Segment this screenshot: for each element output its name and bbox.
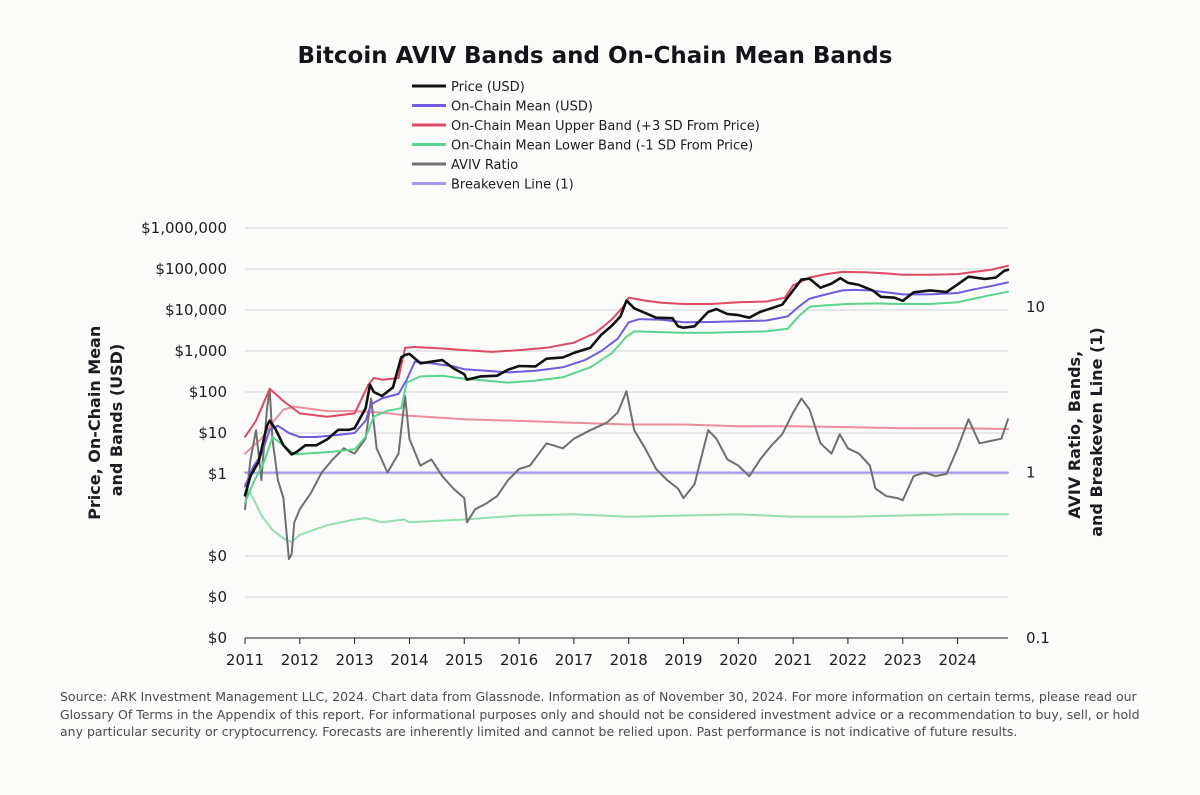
- gridlines: [245, 227, 1008, 639]
- series-line-lower: [244, 290, 1009, 504]
- legend-label-upper: On-Chain Mean Upper Band (+3 SD From Pri…: [451, 119, 760, 134]
- y-left-tick-label: $0: [208, 629, 227, 647]
- series-line-aviv-upper: [244, 405, 1009, 455]
- y-left-axis: $0 $0 $0 $1 $10 $100 $1,000 $10,000 $100,000 $1,0…: [141, 219, 227, 647]
- legend-label-mean: On-Chain Mean (USD): [451, 100, 593, 115]
- x-tick-label: 2024: [938, 651, 976, 669]
- y-left-tick-label: $1,000,000: [141, 219, 227, 237]
- y-right-axis-title: AVIV Ratio, Bands, and Breakeven Line (1…: [1065, 327, 1106, 537]
- y-left-tick-label: $0: [208, 588, 227, 606]
- x-axis: 2011 2012 2013 2014 2015 2016 2017 2018 2019 2020…: [226, 638, 977, 669]
- y-left-tick-label: $100: [189, 383, 227, 401]
- x-tick-label: 2022: [829, 651, 867, 669]
- y-left-tick-label: $1,000: [175, 342, 228, 360]
- legend: Price (USD) On-Chain Mean (USD) On-Chain M…: [412, 80, 760, 193]
- x-tick-label: 2021: [774, 651, 812, 669]
- x-tick-label: 2013: [336, 651, 374, 669]
- series-line-aviv: [244, 387, 1009, 560]
- y-right-tick-label: 1: [1026, 463, 1036, 481]
- y-left-tick-label: $1: [208, 465, 227, 483]
- x-tick-label: 2012: [281, 651, 319, 669]
- chart-title: Bitcoin AVIV Bands and On-Chain Mean Ban…: [298, 43, 893, 69]
- series-line-aviv-lower: [244, 483, 1009, 543]
- y-left-title-line-2: and Bands (USD): [107, 344, 126, 497]
- y-left-axis-title: Price, On-Chain Mean and Bands (USD): [85, 320, 126, 520]
- x-tick-label: 2017: [555, 651, 593, 669]
- series-line-upper: [244, 264, 1009, 438]
- y-left-tick-label: $100,000: [155, 260, 227, 278]
- y-left-title-line-1: Price, On-Chain Mean: [85, 326, 104, 520]
- y-left-tick-label: $10: [198, 424, 227, 442]
- x-tick-label: 2011: [226, 651, 264, 669]
- x-tick-label: 2018: [610, 651, 648, 669]
- y-left-tick-label: $0: [208, 547, 227, 565]
- source-note: Source: ARK Investment Management LLC, 2…: [60, 689, 1140, 739]
- y-right-tick-label: 10: [1026, 298, 1045, 316]
- chart: Bitcoin AVIV Bands and On-Chain Mean Ban…: [85, 43, 1106, 669]
- y-left-tick-label: $10,000: [165, 301, 227, 319]
- x-tick-label: 2016: [500, 651, 538, 669]
- legend-label-aviv: AVIV Ratio: [451, 158, 518, 173]
- y-right-title-line-1: AVIV Ratio, Bands,: [1065, 351, 1084, 519]
- x-tick-label: 2020: [719, 651, 757, 669]
- series-line-mean: [244, 281, 1009, 488]
- y-right-title-line-2: and Breakeven Line (1): [1087, 327, 1106, 537]
- legend-label-lower: On-Chain Mean Lower Band (-1 SD From Pri…: [451, 139, 753, 154]
- x-tick-label: 2015: [445, 651, 483, 669]
- series-layer: [243, 264, 1010, 560]
- x-tick-label: 2014: [390, 651, 428, 669]
- y-right-tick-label: 0.1: [1026, 629, 1050, 647]
- x-tick-label: 2019: [664, 651, 702, 669]
- y-right-axis: 10 1 0.1: [1026, 298, 1050, 647]
- series-line-price: [243, 268, 1010, 497]
- legend-label-price: Price (USD): [451, 80, 525, 95]
- legend-label-breakeven: Breakeven Line (1): [451, 178, 574, 193]
- x-tick-label: 2023: [884, 651, 922, 669]
